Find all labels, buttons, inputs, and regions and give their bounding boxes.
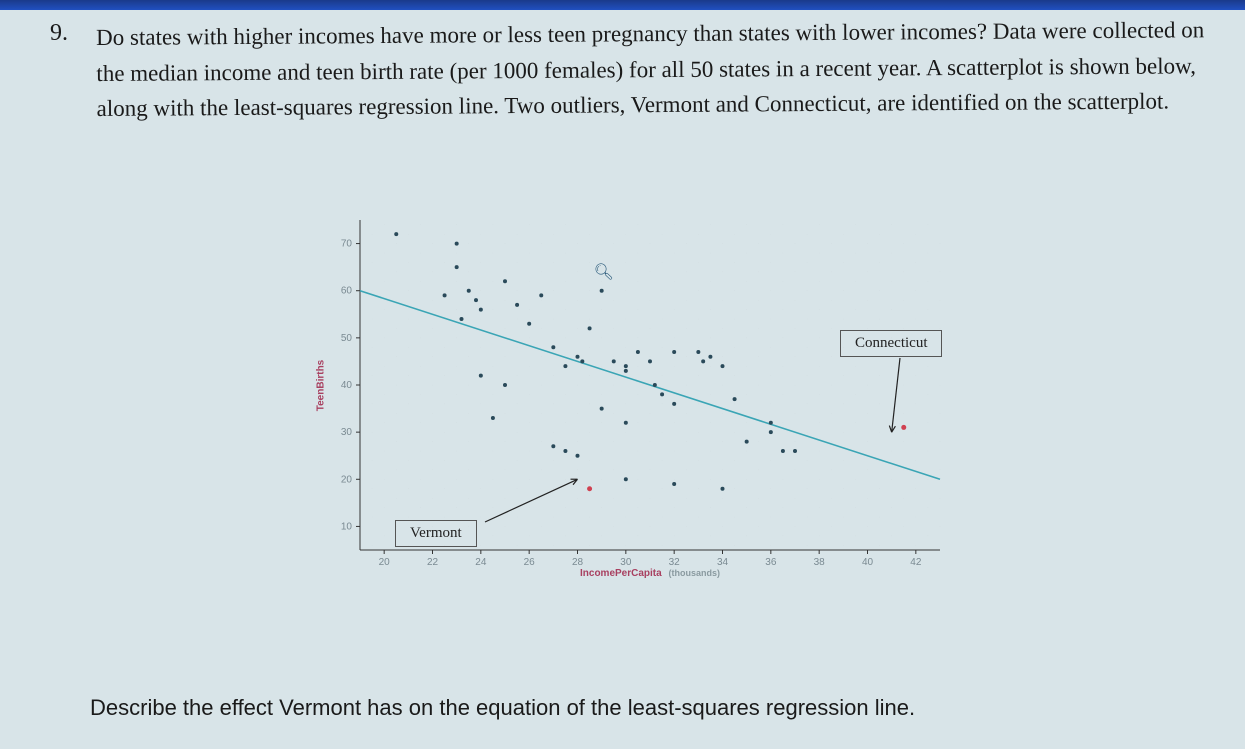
- scatterplot-container: 10 20 30 40 50 60 70 20 22 24 26 28 30 32 34 36 38 40 42 T…: [300, 210, 960, 610]
- svg-text:26: 26: [524, 557, 536, 568]
- svg-text:40: 40: [341, 380, 353, 391]
- x-axis-label: IncomePerCapita (thousands): [580, 568, 720, 579]
- svg-text:34: 34: [717, 557, 729, 568]
- question-page: 9. Do states with higher incomes have mo…: [50, 20, 1215, 127]
- svg-text:24: 24: [475, 557, 487, 568]
- question-prompt: Describe the effect Vermont has on the e…: [90, 695, 915, 721]
- svg-text:20: 20: [341, 474, 353, 485]
- svg-text:70: 70: [341, 239, 353, 250]
- svg-text:30: 30: [620, 557, 632, 568]
- svg-text:40: 40: [862, 557, 874, 568]
- svg-text:32: 32: [669, 557, 681, 568]
- svg-text:60: 60: [341, 286, 353, 297]
- question-number: 9.: [50, 20, 68, 47]
- svg-text:28: 28: [572, 557, 584, 568]
- svg-text:36: 36: [765, 557, 777, 568]
- vermont-label: Vermont: [395, 520, 477, 547]
- question-text: Do states with higher incomes have more …: [96, 12, 1216, 127]
- connecticut-label: Connecticut: [840, 330, 942, 357]
- svg-text:50: 50: [341, 333, 353, 344]
- y-axis-label: TeenBirths: [315, 360, 326, 412]
- magnify-icon[interactable]: 🔍︎: [594, 262, 614, 282]
- svg-text:20: 20: [379, 557, 391, 568]
- svg-text:10: 10: [341, 521, 353, 532]
- window-titlebar: [0, 0, 1245, 10]
- svg-text:42: 42: [910, 557, 922, 568]
- svg-text:38: 38: [814, 557, 826, 568]
- scatterplot: 10 20 30 40 50 60 70 20 22 24 26 28 30 32 34 36 38 40 42: [300, 210, 960, 610]
- svg-text:22: 22: [427, 557, 439, 568]
- svg-text:30: 30: [341, 427, 353, 438]
